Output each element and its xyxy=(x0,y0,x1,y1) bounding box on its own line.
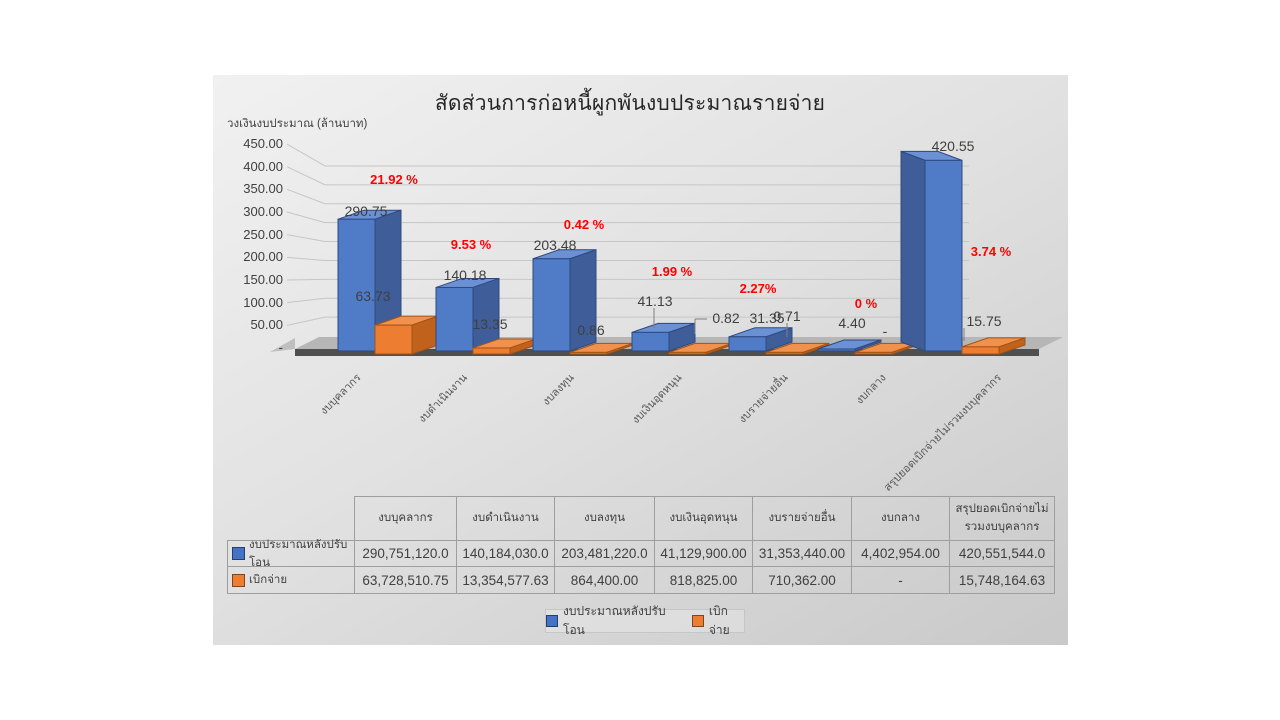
legend-swatch-icon xyxy=(546,615,558,627)
y-tick-label: 50.00 xyxy=(250,317,283,333)
bar-value-label: 0.82 xyxy=(712,310,740,326)
table-cell: 864,400.00 xyxy=(554,566,655,594)
table-cell: 41,129,900.00 xyxy=(654,540,753,567)
bar-value-label: 0.86 xyxy=(577,322,605,338)
legend-swatch-icon xyxy=(691,615,704,627)
bar-value-label: 13.35 xyxy=(472,316,508,332)
bar xyxy=(961,337,1026,355)
data-table: งบบุคลากร งบดำเนินงาน งบลงทุน งบเงินอุดหนุน… xyxy=(227,496,1055,594)
percent-label: 1.99 % xyxy=(651,264,693,279)
table-cell: 420,551,544.0 xyxy=(949,540,1055,567)
percent-label: 21.92 % xyxy=(370,172,418,187)
bar-value-label: 420.55 xyxy=(931,138,975,154)
y-tick-label: 400.00 xyxy=(243,158,283,174)
percent-label: 0.42 % xyxy=(563,217,605,232)
bar xyxy=(569,342,634,355)
bar-value-label: 0.71 xyxy=(773,308,801,324)
y-tick-label: 100.00 xyxy=(243,294,283,310)
table-header-cell: งบเงินอุดหนุน xyxy=(654,496,753,541)
bar xyxy=(631,322,696,352)
table-cell: 710,362.00 xyxy=(752,566,852,594)
table-header-cell: งบรายจ่ายอื่น xyxy=(752,496,852,541)
table-cell: 63,728,510.75 xyxy=(354,566,457,594)
table-cell: 31,353,440.00 xyxy=(752,540,852,567)
bar-value-label: 63.73 xyxy=(355,288,391,304)
bar-value-label: 203.48 xyxy=(533,237,577,253)
legend-item: งบประมาณหลังปรับโอน xyxy=(546,602,676,640)
percent-label: 2.27% xyxy=(739,281,777,296)
table-header-cell: งบกลาง xyxy=(851,496,950,541)
legend-item: เบิกจ่าย xyxy=(691,602,744,640)
table-cell: - xyxy=(851,566,950,594)
y-tick-label: 150.00 xyxy=(243,272,283,287)
bar xyxy=(817,339,882,352)
legend-label: เบิกจ่าย xyxy=(708,604,730,637)
series-swatch-icon xyxy=(232,547,245,560)
table-header-cell: งบบุคลากร xyxy=(354,496,457,541)
percent-label: 3.74 % xyxy=(970,244,1012,259)
chart-panel: สัดส่วนการก่อหนี้ผูกพันงบประมาณรายจ่าย ว… xyxy=(213,75,1068,645)
bar-value-label: 4.40 xyxy=(838,315,866,331)
table-corner-cell xyxy=(227,496,355,541)
table-cell: 290,751,120.0 xyxy=(354,540,457,567)
bar xyxy=(435,277,500,352)
bar-value-label: 31.35 xyxy=(749,310,785,326)
table-header-cell: สรุปยอดเบิกจ่ายไม่รวมงบบุคลากร xyxy=(949,496,1055,541)
bar-value-label: 15.75 xyxy=(966,313,1002,329)
bar xyxy=(668,342,733,355)
table-cell: 4,402,954.00 xyxy=(851,540,950,567)
bar xyxy=(765,342,830,355)
y-axis-label: วงเงินงบประมาณ (ล้านบาท) xyxy=(227,118,368,130)
bar xyxy=(532,249,597,352)
bar-value-label: 290.75 xyxy=(344,203,388,219)
table-row-label: เบิกจ่าย xyxy=(227,566,355,594)
table-cell: 203,481,220.0 xyxy=(554,540,655,567)
plot-area xyxy=(270,143,1063,356)
legend-label: งบประมาณหลังปรับโอน xyxy=(563,604,666,637)
bar xyxy=(374,315,439,355)
percent-label: 0 % xyxy=(854,296,878,311)
table-header-cell: งบลงทุน xyxy=(554,496,655,541)
y-tick-label: 300.00 xyxy=(243,204,283,219)
table-header-cell: งบดำเนินงาน xyxy=(456,496,555,541)
bar-value-label: - xyxy=(882,323,888,339)
bar xyxy=(728,327,793,352)
table-row-label: งบประมาณหลังปรับโอน xyxy=(227,539,355,569)
y-tick-label: 250.00 xyxy=(243,226,283,242)
y-tick-label: - xyxy=(278,340,283,355)
series-swatch-icon xyxy=(232,573,245,587)
bar-value-label: 41.13 xyxy=(637,293,673,309)
bar xyxy=(900,150,963,352)
chart-title: สัดส่วนการก่อหนี้ผูกพันงบประมาณรายจ่าย xyxy=(434,92,826,115)
bar xyxy=(472,338,537,355)
table-cell: 13,354,577.63 xyxy=(456,566,555,594)
percent-label: 9.53 % xyxy=(450,237,492,252)
chart-legend: งบประมาณหลังปรับโอน เบิกจ่าย xyxy=(545,604,745,637)
y-tick-label: 200.00 xyxy=(243,249,283,265)
table-cell: 140,184,030.0 xyxy=(456,540,555,567)
y-tick-label: 450.00 xyxy=(243,136,283,151)
table-cell: 818,825.00 xyxy=(654,566,753,594)
bar-value-label: 140.18 xyxy=(443,267,487,283)
table-cell: 15,748,164.63 xyxy=(949,566,1055,594)
y-tick-label: 350.00 xyxy=(243,181,283,197)
